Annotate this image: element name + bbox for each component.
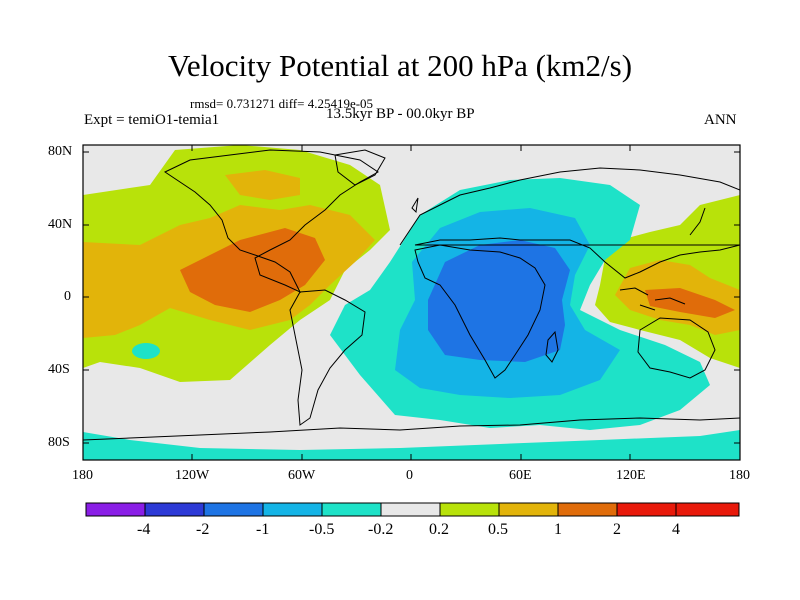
colorbar-label: -2 bbox=[196, 521, 210, 538]
field-positive-strong-east bbox=[645, 288, 735, 318]
colorbar-swatch bbox=[675, 502, 740, 517]
lon-tick-label: 120W bbox=[175, 468, 210, 483]
stats-line: rmsd= 0.731271 diff= 4.25419e-05 bbox=[190, 96, 374, 111]
lon-tick-label: 180 bbox=[72, 468, 93, 483]
period-label: 13.5kyr BP - 00.0kyr BP bbox=[326, 106, 475, 122]
colorbar-swatch bbox=[262, 502, 323, 517]
colorbar-swatch bbox=[439, 502, 500, 517]
field-positive-strong-west bbox=[180, 228, 325, 312]
colorbar-label: 2 bbox=[613, 521, 621, 538]
colorbar-swatch bbox=[85, 502, 146, 517]
lat-tick-label: 40S bbox=[48, 362, 70, 377]
colorbar bbox=[85, 502, 740, 517]
colorbar-label: 4 bbox=[672, 521, 680, 538]
field-negative-weak-south bbox=[83, 430, 740, 460]
experiment-label: Expt = temiO1-temia1 bbox=[84, 112, 220, 128]
season-label: ANN bbox=[704, 112, 737, 128]
lon-tick-label: 180 bbox=[729, 468, 750, 483]
colorbar-swatch bbox=[616, 502, 677, 517]
colorbar-swatch bbox=[321, 502, 382, 517]
lon-tick-label: 0 bbox=[406, 468, 413, 483]
colorbar-label: 0.5 bbox=[488, 521, 508, 538]
lat-tick-label: 0 bbox=[64, 289, 71, 304]
lat-tick-label: 80S bbox=[48, 435, 70, 450]
field-negative-weak-spot bbox=[132, 343, 160, 359]
colorbar-swatch bbox=[498, 502, 559, 517]
colorbar-swatch bbox=[203, 502, 264, 517]
colorbar-label: -0.2 bbox=[368, 521, 394, 538]
colorbar-label: -0.5 bbox=[309, 521, 335, 538]
colorbar-label: -4 bbox=[137, 521, 151, 538]
lat-tick-label: 40N bbox=[48, 217, 73, 232]
colorbar-label: -1 bbox=[256, 521, 270, 538]
colorbar-swatch bbox=[380, 502, 441, 517]
chart-title: Velocity Potential at 200 hPa (km2/s) bbox=[167, 48, 633, 83]
lon-tick-label: 60W bbox=[288, 468, 316, 483]
lon-tick-label: 60E bbox=[509, 468, 532, 483]
colorbar-label: 1 bbox=[554, 521, 562, 538]
lon-tick-label: 120E bbox=[616, 468, 646, 483]
field-negative-strong bbox=[428, 240, 570, 362]
coastlines bbox=[83, 149, 740, 441]
field-positive-mid-north bbox=[225, 170, 300, 200]
colorbar-swatch bbox=[557, 502, 618, 517]
colorbar-swatch bbox=[144, 502, 205, 517]
axis-ticks bbox=[82, 145, 741, 460]
colorbar-label: 0.2 bbox=[429, 521, 449, 538]
map-field bbox=[83, 145, 740, 460]
lat-tick-label: 80N bbox=[48, 144, 73, 159]
